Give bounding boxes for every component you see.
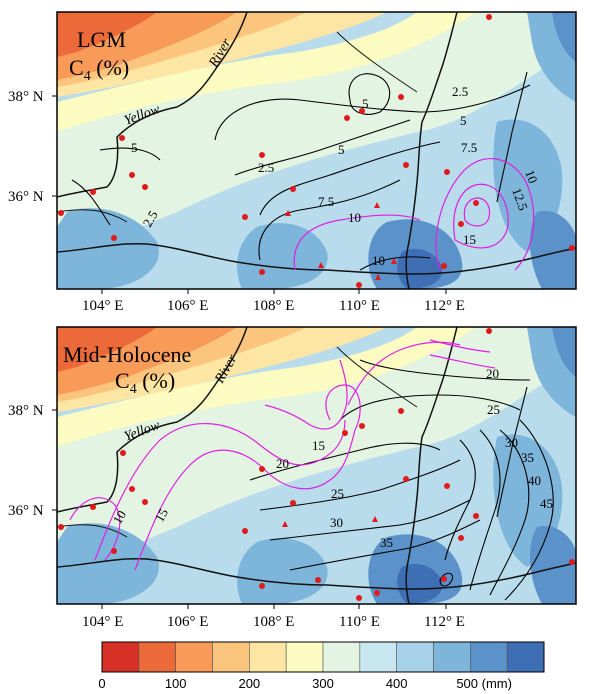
contour-label: 7.5 [318, 194, 334, 209]
panel-frame [56, 326, 577, 605]
contour-label: 30 [330, 515, 343, 530]
colorbar-tick-label: 300 [312, 676, 334, 691]
contour-label: 40 [528, 473, 541, 488]
lon-label: 108° E [253, 298, 294, 314]
lat-label: 36° N [8, 503, 44, 519]
panel-title-c: C4 (%) [69, 55, 129, 84]
colorbar-frame [101, 641, 545, 673]
contour-label: 2.5 [258, 160, 274, 175]
lat-label: 38° N [8, 403, 44, 419]
lon-label: 106° E [167, 614, 208, 630]
contour-label: 25 [487, 402, 500, 417]
lon-label: 110° E [339, 614, 380, 630]
contour-label: 20 [276, 456, 289, 471]
lat-axis-top: 38° N 36° N [8, 89, 57, 205]
contour-label: 25 [331, 486, 344, 501]
contour-label: 5 [460, 113, 467, 128]
colorbar-tick-label: 200 [238, 676, 260, 691]
contour-label: 15 [463, 232, 476, 247]
colorbar-swatch [359, 641, 397, 673]
contour-label: 2.5 [452, 84, 468, 99]
contour-label: 30 [505, 435, 518, 450]
colorbar-tick-label: 400 [386, 676, 408, 691]
colorbar-swatch [138, 641, 176, 673]
colorbar-swatch [396, 641, 434, 673]
colorbar-swatch [249, 641, 287, 673]
panel-mid-holocene: 20 25 25 30 30 35 35 40 45 10 15 15 20 M… [56, 326, 577, 605]
contour-label: 10 [522, 168, 541, 185]
contour-label: 5 [131, 140, 138, 155]
colorbar-swatch [101, 641, 140, 673]
contour-label: 10 [110, 508, 129, 527]
colorbar-tick-label: 100 [165, 676, 187, 691]
lon-label: 112° E [424, 298, 465, 314]
panel-lgm: 5 2.5 2.5 5 5 2.5 5 7.5 7.5 10 10 10 12.… [56, 11, 577, 290]
lon-label: 104° E [82, 298, 123, 314]
panel-title: LGM [77, 27, 126, 52]
contour-label: 35 [521, 450, 534, 465]
panel-frame [56, 11, 577, 290]
colorbar-swatch [433, 641, 471, 673]
lon-label: 108° E [253, 614, 294, 630]
colorbar-swatch [506, 641, 545, 673]
contour-label: 5 [362, 96, 369, 111]
lon-label: 112° E [424, 614, 465, 630]
contour-label: 5 [338, 142, 345, 157]
contour-label: 12.5 [509, 186, 531, 213]
panel-title: Mid-Holocene [63, 342, 191, 367]
colorbar-swatch [322, 641, 361, 673]
colorbar: 0 100 200 300 400 500 (mm) [98, 641, 545, 691]
black-contour-lines [71, 73, 531, 271]
contour-label: 7.5 [461, 140, 477, 155]
black-contour-lines [249, 359, 554, 601]
colorbar-tick-label: 500 (mm) [456, 676, 512, 691]
contour-label: 10 [348, 210, 361, 225]
colorbar-swatch [175, 641, 213, 673]
lat-axis-bottom: 38° N 36° N [8, 403, 57, 519]
colorbar-swatch [470, 641, 508, 673]
contour-label: 15 [312, 438, 325, 453]
lon-label: 110° E [339, 298, 380, 314]
sample-points [58, 14, 575, 288]
colorbar-swatch [212, 641, 250, 673]
lon-label: 106° E [167, 298, 208, 314]
colorbar-swatch [285, 641, 324, 673]
lat-label: 36° N [8, 189, 44, 205]
contour-label: 2.5 [140, 208, 161, 230]
lon-axis-top: 104° E 106° E 108° E 110° E 112° E [82, 289, 465, 314]
contour-label: 35 [380, 535, 393, 550]
panel-title-c: C4 (%) [115, 368, 175, 397]
contour-label: 20 [486, 366, 499, 381]
contour-label: 10 [372, 253, 385, 268]
lon-label: 104° E [82, 614, 123, 630]
magenta-contour-lines [293, 158, 535, 271]
colorbar-tick-label: 0 [98, 676, 105, 691]
contour-label: 15 [152, 506, 171, 525]
lat-label: 38° N [8, 89, 44, 105]
lon-axis-bottom: 104° E 106° E 108° E 110° E 112° E [82, 604, 465, 630]
contour-label: 45 [540, 496, 553, 511]
sample-points [58, 328, 575, 601]
magenta-contour-lines [69, 339, 496, 571]
